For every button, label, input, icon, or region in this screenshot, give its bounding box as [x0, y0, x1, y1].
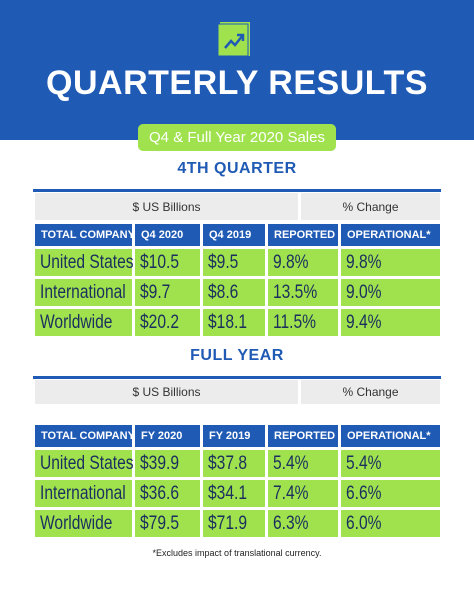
table-cell: $39.9	[135, 450, 200, 477]
table-cell-text: 9.8%	[346, 251, 382, 273]
table-cell: 6.0%	[341, 510, 440, 537]
table-cell-text: $9.5	[208, 251, 239, 273]
table-cell-text: $36.6	[140, 482, 179, 504]
table-cell: 9.8%	[341, 249, 440, 276]
table-cell-text: Worldwide	[40, 512, 113, 534]
table-cell: $20.2	[135, 309, 200, 336]
table-cell: $8.6	[203, 279, 265, 306]
table-cell-text: $18.1	[208, 311, 247, 333]
table-cell-text: $34.1	[208, 482, 247, 504]
table-cell: $79.5	[135, 510, 200, 537]
icon	[217, 22, 250, 57]
column-header: TOTAL COMPANY	[35, 425, 135, 447]
rule	[33, 376, 441, 379]
table-cell: International	[35, 480, 132, 507]
table-cell: 6.3%	[268, 510, 338, 537]
column-header: OPERATIONAL*	[341, 224, 440, 246]
table-cell: 5.4%	[341, 450, 440, 477]
table-cell: $37.8	[203, 450, 265, 477]
table-cell-text: $37.8	[208, 452, 247, 474]
table-cell-text: 6.0%	[346, 512, 382, 534]
table-cell: Worldwide	[35, 309, 132, 336]
column-header: FY 2019	[203, 425, 265, 447]
units-cell: $ US Billions	[35, 193, 298, 220]
footnote: *Excludes impact of translational curren…	[152, 548, 322, 558]
column-header: REPORTED	[268, 224, 338, 246]
table-cell: 7.4%	[268, 480, 338, 507]
column-header: OPERATIONAL*	[341, 425, 440, 447]
table-cell-text: Worldwide	[40, 311, 113, 333]
table-cell-text: 11.5%	[273, 311, 317, 333]
table-cell-text: 7.4%	[273, 482, 309, 504]
table-cell-text: International	[40, 281, 126, 303]
table-cell-text: United States	[40, 251, 134, 273]
table-cell: $34.1	[203, 480, 265, 507]
table-cell-text: United States	[40, 452, 134, 474]
change-cell: % Change	[301, 380, 440, 404]
table-cell-text: 13.5%	[273, 281, 318, 303]
table-cell-text: $71.9	[208, 512, 247, 534]
table-cell-text: $20.2	[140, 311, 179, 333]
table-cell: 6.6%	[341, 480, 440, 507]
table-cell: $71.9	[203, 510, 265, 537]
column-header: REPORTED	[268, 425, 338, 447]
table-cell-text: 9.4%	[346, 311, 382, 333]
table-cell-text: $79.5	[140, 512, 179, 534]
column-header: Q4 2019	[203, 224, 265, 246]
rule	[33, 189, 441, 192]
section-title: 4TH QUARTER	[177, 160, 297, 177]
table-cell: $10.5	[135, 249, 200, 276]
table-cell: $9.5	[203, 249, 265, 276]
table-cell-text: $8.6	[208, 281, 239, 303]
units-cell: $ US Billions	[35, 380, 298, 404]
subtitle: Q4 & Full Year 2020 Sales	[138, 124, 336, 151]
title: QUARTERLY RESULTS	[46, 64, 428, 102]
table-cell: $36.6	[135, 480, 200, 507]
table-cell-text: 6.6%	[346, 482, 382, 504]
table-cell-text: 5.4%	[273, 452, 309, 474]
table-cell: Worldwide	[35, 510, 132, 537]
column-header: FY 2020	[135, 425, 200, 447]
column-header: TOTAL COMPANY	[35, 224, 135, 246]
table-cell: United States	[35, 249, 134, 276]
change-cell: % Change	[301, 193, 440, 220]
column-header: Q4 2020	[135, 224, 200, 246]
table-cell: $18.1	[203, 309, 265, 336]
table-cell: $9.7	[135, 279, 200, 306]
table-cell: 11.5%	[268, 309, 338, 336]
table-cell-text: $10.5	[140, 251, 179, 273]
table-cell-text: 5.4%	[346, 452, 382, 474]
section-title: FULL YEAR	[190, 347, 284, 364]
table-cell: 13.5%	[268, 279, 338, 306]
table-cell: 9.0%	[341, 279, 440, 306]
table-cell-text: 9.0%	[346, 281, 382, 303]
table-cell: International	[35, 279, 132, 306]
table-cell-text: International	[40, 482, 126, 504]
table-cell-text: $9.7	[140, 281, 171, 303]
table-cell-text: 6.3%	[273, 512, 309, 534]
table-cell: 5.4%	[268, 450, 338, 477]
table-cell: 9.4%	[341, 309, 440, 336]
table-cell: 9.8%	[268, 249, 338, 276]
table-cell-text: 9.8%	[273, 251, 309, 273]
table-cell: United States	[35, 450, 134, 477]
table-cell-text: $39.9	[140, 452, 179, 474]
